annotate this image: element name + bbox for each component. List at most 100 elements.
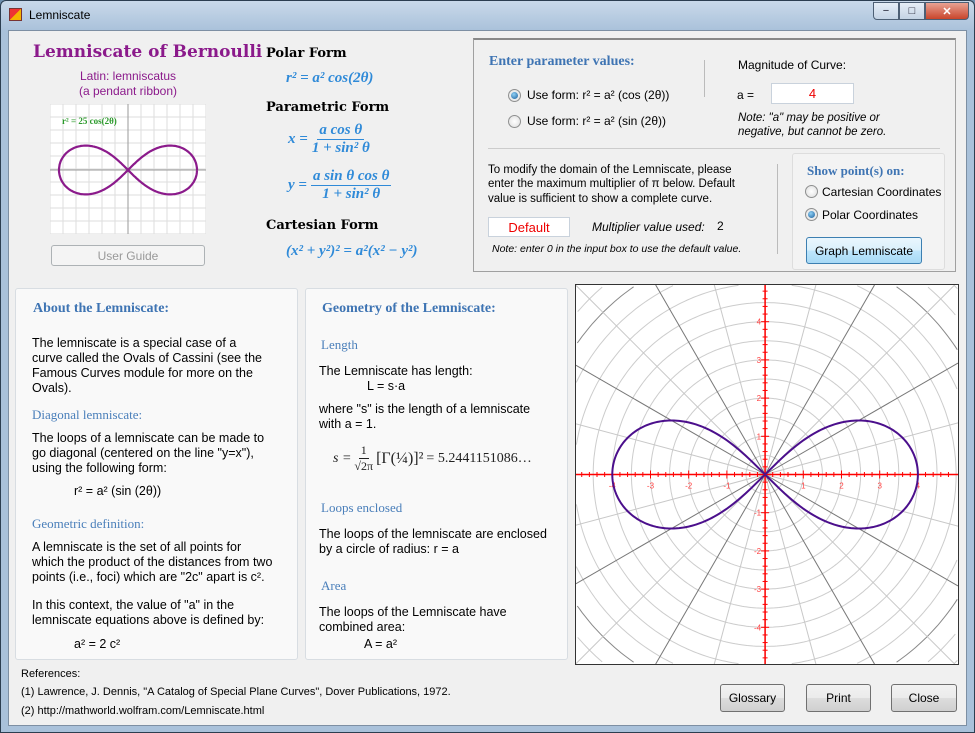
lemniscate-loop	[764, 419, 919, 530]
text-line: The loops of a lemniscate can be made to	[32, 431, 265, 445]
angular-grid-line	[713, 285, 766, 475]
maximize-button[interactable]: □	[899, 2, 925, 20]
a-note-1: Note: "a" may be positive or	[738, 112, 880, 124]
print-button[interactable]: Print	[806, 684, 871, 712]
s-lhs: s =	[333, 450, 352, 466]
s-value: = 5.2441151086…	[426, 450, 532, 466]
s-numerator: 1	[358, 443, 369, 459]
lemniscate-loop	[611, 419, 766, 530]
x-tick-label: -3	[647, 482, 655, 491]
multiplier-label: Multiplier value used:	[592, 220, 705, 234]
x-tick-label: 4	[916, 482, 921, 491]
geometry-panel	[305, 288, 568, 660]
multiplier-value: 2	[717, 219, 724, 233]
y-lhs: y =	[288, 177, 307, 193]
parameters-title: Enter parameter values:	[489, 54, 635, 69]
text-line: The loops of the Lemniscate have	[319, 605, 507, 619]
about-paragraph-3: A lemniscate is the set of all points fo…	[32, 540, 272, 585]
radio-form-sin[interactable]	[508, 115, 521, 128]
loops-text: The loops of the lemniscate are enclosed…	[319, 527, 547, 557]
multiplier-input[interactable]: Default	[488, 217, 570, 237]
s-text: where "s" is the length of a lemniscate w…	[319, 402, 530, 432]
thumbnail-label: r² = 25 cos(2θ)	[62, 116, 117, 126]
reference-2[interactable]: (2) http://mathworld.wolfram.com/Lemnisc…	[21, 705, 265, 717]
graph-lemniscate-button[interactable]: Graph Lemniscate	[806, 237, 922, 264]
text-line: The loops of the lemniscate are enclosed	[319, 527, 547, 541]
x-denominator: 1 + sin² θ	[311, 140, 370, 156]
about-paragraph-4: In this context, the value of "a" in the…	[32, 598, 264, 628]
radio-polar[interactable]	[805, 208, 818, 221]
text-line: Famous Curves module for more on the	[32, 366, 253, 380]
s-denominator: √2π	[354, 459, 374, 473]
text-line: with a = 1.	[319, 417, 377, 431]
cartesian-label[interactable]: Cartesian Coordinates	[822, 185, 942, 199]
form-cos-label[interactable]: Use form: r² = a² (cos (2θ))	[527, 88, 670, 102]
geometric-title: Geometric definition:	[32, 516, 145, 531]
domain-text-3: value is sufficient to show a complete c…	[488, 193, 713, 205]
text-line: combined area:	[319, 620, 406, 634]
form-sin-label[interactable]: Use form: r² = a² (sin (2θ))	[527, 114, 667, 128]
a-note-2: negative, but cannot be zero.	[738, 126, 887, 138]
length-text: The Lemniscate has length:	[319, 364, 473, 378]
about-paragraph-1: The lemniscate is a special case of a cur…	[32, 336, 262, 396]
parameters-group	[473, 38, 956, 272]
radio-cartesian[interactable]	[805, 185, 818, 198]
y-tick-label: 4	[757, 318, 762, 327]
angular-grid-line	[764, 474, 817, 664]
about-paragraph-2: The loops of a lemniscate can be made to…	[32, 431, 264, 476]
title-bar: Lemniscate − □ ✕	[1, 1, 974, 29]
area-formula: A = a²	[364, 637, 398, 651]
y-numerator: a sin θ cos θ	[310, 168, 392, 186]
angular-grid-line	[764, 474, 875, 664]
y-denominator: 1 + sin² θ	[322, 186, 381, 202]
angular-grid-line	[764, 285, 955, 475]
cartesian-formula: (x² + y²)² = a²(x² − y²)	[286, 243, 418, 259]
text-line: curve called the Ovals of Cassini (see t…	[32, 351, 262, 365]
text-line: In this context, the value of "a" in the	[32, 598, 235, 612]
app-icon	[9, 8, 22, 21]
parametric-form-title: Parametric Form	[266, 100, 390, 115]
a-input[interactable]: 4	[771, 83, 854, 104]
text-line: where "s" is the length of a lemniscate	[319, 402, 531, 416]
window-title: Lemniscate	[29, 8, 91, 22]
x-tick-label: -1	[723, 482, 731, 491]
angular-grid-line	[713, 474, 766, 664]
radial-grid-circle	[953, 285, 958, 664]
text-line: A lemniscate is the set of all points fo…	[32, 540, 242, 554]
angular-grid-line	[576, 474, 766, 526]
y-tick-label: -1	[754, 509, 762, 518]
divider	[488, 148, 940, 149]
s-fraction: 1 √2π	[354, 443, 373, 474]
glossary-button[interactable]: Glossary	[720, 684, 785, 712]
text-line: The lemniscate is a special case of a	[32, 336, 237, 350]
radio-form-cos[interactable]	[508, 89, 521, 102]
domain-text-1: To modify the domain of the Lemniscate, …	[488, 164, 732, 176]
area-text: The loops of the Lemniscate have combined…	[319, 605, 507, 635]
x-tick-label: -4	[609, 482, 617, 491]
about-title: About the Lemniscate:	[33, 301, 170, 316]
references-title: References:	[21, 668, 81, 680]
close-button[interactable]: Close	[891, 684, 957, 712]
diagonal-formula: r² = a² (sin (2θ))	[74, 484, 162, 498]
polar-form-title: Polar Form	[266, 46, 347, 61]
text-line: using the following form:	[32, 461, 167, 475]
angular-grid-line	[764, 474, 958, 587]
user-guide-button[interactable]: User Guide	[51, 245, 205, 266]
angular-grid-line	[655, 285, 766, 475]
cartesian-form-title: Cartesian Form	[266, 218, 379, 233]
angular-grid-line	[655, 474, 766, 664]
minimize-button[interactable]: −	[873, 2, 899, 20]
angular-grid-line	[764, 285, 817, 475]
close-window-button[interactable]: ✕	[925, 2, 969, 20]
y-tick-label: -3	[754, 585, 762, 594]
y-tick-label: 1	[757, 432, 762, 441]
polar-graph: -4 -3 -2 -1 1 2 3 4 -4 -3 -2 -1 1 2 3 4	[575, 284, 959, 665]
latin-meaning: (a pendant ribbon)	[78, 84, 178, 98]
x-numerator: a cos θ	[317, 122, 365, 140]
polar-label[interactable]: Polar Coordinates	[822, 208, 919, 222]
angular-grid-line	[764, 285, 875, 475]
y-tick-label: -4	[754, 623, 762, 632]
text-line: which the product of the distances from …	[32, 555, 273, 569]
latin-name: Latin: lemniscatus	[79, 69, 177, 83]
